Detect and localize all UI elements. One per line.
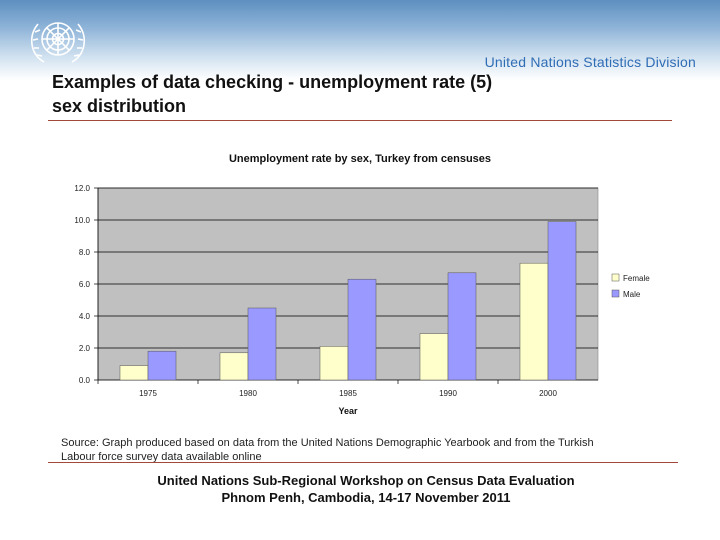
legend-swatch-female (611, 273, 620, 282)
footer-divider (48, 462, 678, 463)
legend-label-male: Male (623, 290, 641, 299)
title-divider (48, 120, 672, 121)
x-tick-label: 1980 (239, 389, 257, 398)
source-line-2: Labour force survey data available onlin… (61, 451, 262, 463)
legend-swatch-male (611, 289, 620, 298)
y-tick-label: 2.0 (79, 344, 91, 353)
legend-label-female: Female (623, 274, 650, 283)
x-axis-label: Year (338, 406, 358, 416)
x-tick-label: 1990 (439, 389, 457, 398)
bar-female-1990 (419, 333, 449, 381)
page-title: Examples of data checking - unemployment… (52, 70, 612, 118)
bar-male-1975 (147, 350, 177, 381)
title-line-1: Examples of data checking - unemployment… (52, 72, 493, 92)
header-band (0, 0, 720, 80)
unemployment-chart: Unemployment rate by sex, Turkey from ce… (74, 153, 650, 416)
bar-female-1985 (319, 346, 349, 381)
source-note: Source: Graph produced based on data fro… (61, 436, 681, 464)
organization-name: United Nations Statistics Division (484, 54, 696, 70)
bar-male-1990 (447, 272, 477, 381)
bar-male-1980 (247, 307, 277, 381)
x-tick-label: 2000 (539, 389, 557, 398)
title-line-2: sex distribution (52, 96, 187, 116)
bar-male-1985 (347, 278, 377, 381)
y-tick-label: 10.0 (74, 216, 90, 225)
x-tick-label: 1985 (339, 389, 357, 398)
bar-male-2000 (547, 221, 577, 381)
bar-female-1980 (219, 352, 249, 381)
y-tick-label: 6.0 (79, 280, 91, 289)
bar-female-1975 (119, 365, 149, 381)
footer: United Nations Sub-Regional Workshop on … (0, 472, 720, 506)
bar-female-2000 (519, 262, 549, 381)
chart-title: Unemployment rate by sex, Turkey from ce… (229, 153, 491, 165)
y-tick-label: 8.0 (79, 248, 91, 257)
source-line-1: Source: Graph produced based on data fro… (61, 437, 594, 449)
un-emblem-icon (31, 22, 85, 63)
y-tick-label: 0.0 (79, 376, 91, 385)
footer-line-2: Phnom Penh, Cambodia, 14-17 November 201… (221, 490, 511, 505)
y-tick-label: 4.0 (79, 312, 91, 321)
footer-line-1: United Nations Sub-Regional Workshop on … (157, 473, 575, 488)
x-tick-label: 1975 (139, 389, 157, 398)
y-tick-label: 12.0 (74, 184, 90, 193)
